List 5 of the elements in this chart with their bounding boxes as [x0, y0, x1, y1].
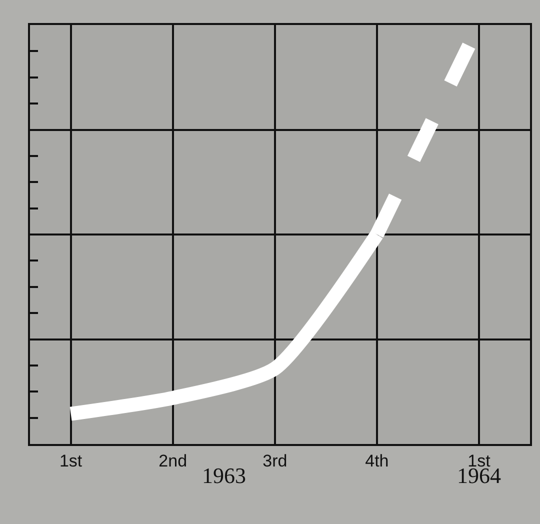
x-tick-label: 1st [59, 451, 82, 470]
x-tick-label: 2nd [158, 451, 188, 470]
x-tick-label: 3rd [262, 451, 288, 470]
text: 1963 [202, 463, 246, 488]
x-tick-label: 4th [365, 451, 389, 470]
